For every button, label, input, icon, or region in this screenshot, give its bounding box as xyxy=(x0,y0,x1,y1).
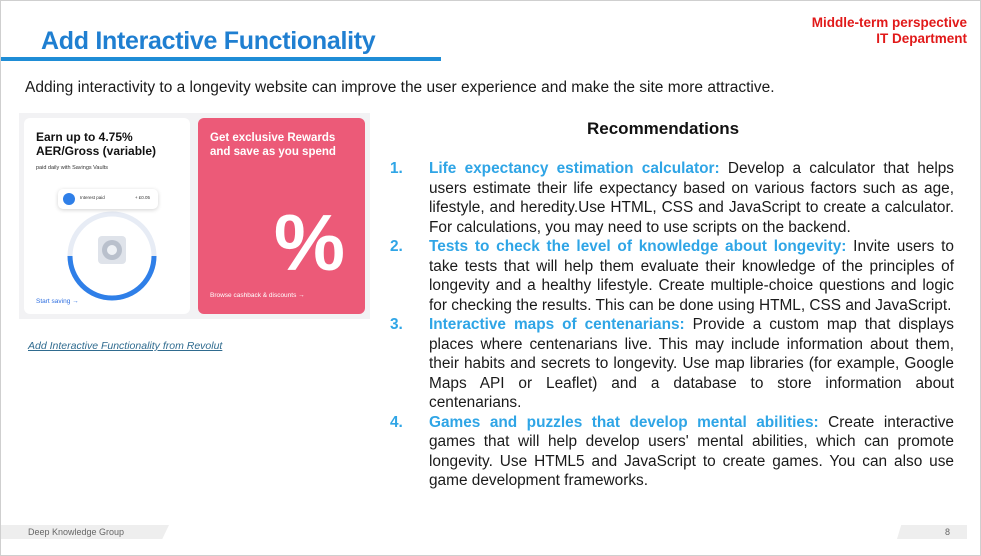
list-item-heading: Games and puzzles that develop mental ab… xyxy=(429,413,819,431)
list-item-heading: Tests to check the level of knowledge ab… xyxy=(429,238,847,255)
title-underline xyxy=(1,57,441,61)
list-item-number: 1. xyxy=(390,160,403,177)
footer-organization: Deep Knowledge Group xyxy=(28,527,125,537)
list-item: 2. Tests to check the level of knowledge … xyxy=(390,237,954,315)
rewards-card: Get exclusive Rewards and save as you sp… xyxy=(198,118,365,314)
list-item-text: Provide a custom map that displays place… xyxy=(429,316,954,411)
interest-label: Interest paid xyxy=(80,195,105,200)
list-item-number: 4. xyxy=(390,413,403,431)
interest-pill: Interest paid + £0.05 xyxy=(58,189,158,209)
savings-heading: Earn up to 4.75% AER/Gross (variable) xyxy=(36,130,156,158)
slide-title: Add Interactive Functionality xyxy=(41,27,376,55)
rewards-heading-line1: Get exclusive Rewards xyxy=(210,132,336,144)
interest-value: + £0.05 xyxy=(134,195,150,200)
list-item-text: Create interactive games that will help … xyxy=(429,413,954,490)
list-item-number: 3. xyxy=(390,316,403,333)
page-number: 8 xyxy=(945,527,951,537)
list-item: 4. Games and puzzles that develop mental … xyxy=(390,413,954,491)
footer-band-right xyxy=(897,525,967,539)
recommendations-title: Recommendations xyxy=(587,119,740,138)
interest-icon xyxy=(63,193,75,205)
footer-band-left xyxy=(1,525,169,539)
rewards-heading: Get exclusive Rewards and save as you sp… xyxy=(210,131,336,159)
perspective-text: Middle-term perspective xyxy=(811,15,967,30)
list-item-text: Invite users to take tests that will hel… xyxy=(429,238,954,314)
image-caption-link[interactable]: Add Interactive Functionality from Revol… xyxy=(28,340,223,352)
list-item-heading: Life expectancy estimation calculator: xyxy=(429,160,720,177)
savings-ring-icon xyxy=(67,211,157,301)
intro-text: Adding interactivity to a longevity webs… xyxy=(25,79,775,96)
recommendations-list: 1. Life expectancy estimation calculator:… xyxy=(390,159,954,491)
list-item-heading: Interactive maps of centenarians: xyxy=(429,316,685,333)
savings-heading-line2: AER/Gross (variable) xyxy=(36,144,157,158)
department-text: IT Department xyxy=(876,31,967,46)
start-saving-link: Start saving → xyxy=(36,298,79,305)
list-item: 1. Life expectancy estimation calculator:… xyxy=(390,159,954,237)
savings-heading-line1: Earn up to 4.75% xyxy=(36,130,133,144)
browse-cashback-link: Browse cashback & discounts → xyxy=(210,292,305,299)
rewards-heading-line2: and save as you spend xyxy=(210,146,336,158)
revolut-cards-image: Earn up to 4.75% AER/Gross (variable) pa… xyxy=(19,113,370,319)
list-item: 3. Interactive maps of centenarians: Prov… xyxy=(390,315,954,413)
savings-card: Earn up to 4.75% AER/Gross (variable) pa… xyxy=(24,118,190,314)
perspective-label: Middle-term perspective IT Department xyxy=(812,15,967,47)
list-item-text: Develop a calculator that helps users es… xyxy=(429,160,954,236)
savings-subtext: paid daily with Savings Vaults xyxy=(36,165,109,171)
list-item-number: 2. xyxy=(390,238,403,255)
percent-icon: % xyxy=(273,198,345,287)
